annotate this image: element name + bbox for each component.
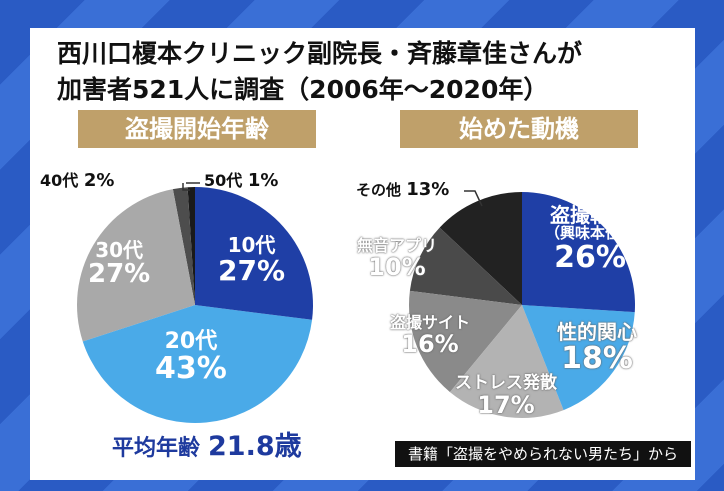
pie-slice-1-3 bbox=[409, 290, 522, 393]
slice-label-40s: 40代 2% bbox=[40, 170, 115, 191]
pie-slice-0-3 bbox=[172, 187, 195, 305]
pie-slice-1-4 bbox=[409, 227, 522, 305]
slice-label-10s: 10代 27% bbox=[218, 233, 286, 287]
age-chart-title: 盗撮開始年齢 bbox=[78, 110, 316, 148]
leader-line-40s bbox=[182, 183, 190, 191]
motive-chart-title: 始めた動機 bbox=[400, 110, 638, 148]
pie-slice-1-1 bbox=[522, 305, 635, 411]
slice-label-50s: 50代 1% bbox=[204, 170, 279, 191]
pie-slice-0-2 bbox=[76, 189, 195, 342]
slice-label-voyeur-trivialize: 盗撮軽視 （興味本位） 26% bbox=[545, 203, 636, 275]
pie-slice-1-5 bbox=[439, 192, 522, 305]
slice-label-sexual-interest: 性的関心 18% bbox=[557, 320, 637, 376]
page-title: 西川口榎本クリニック副院長・斉藤章佳さんが 加害者521人に調査（2006年〜2… bbox=[57, 36, 582, 108]
average-age: 平均年齢 21.8歳 bbox=[112, 431, 302, 462]
slice-label-other: その他 13% bbox=[356, 179, 450, 200]
leader-line-other bbox=[464, 190, 483, 207]
pie-slice-0-0 bbox=[195, 187, 314, 320]
slice-label-silent-app: 無音アプリ 10% bbox=[357, 236, 438, 281]
slice-label-20s: 20代 43% bbox=[155, 329, 227, 387]
pie-slice-0-4 bbox=[187, 187, 195, 305]
title-line-2: 加害者521人に調査（2006年〜2020年） bbox=[57, 75, 549, 104]
title-line-1: 西川口榎本クリニック副院長・斉藤章佳さんが bbox=[57, 39, 583, 68]
slice-label-30s: 30代 27% bbox=[88, 238, 151, 289]
source-note: 書籍「盗撮をやめられない男たち」から bbox=[395, 441, 691, 467]
slice-label-stress: ストレス発散 17% bbox=[455, 373, 557, 419]
slice-label-voyeur-sites: 盗撮サイト 16% bbox=[390, 313, 471, 358]
pie-slice-1-0 bbox=[522, 192, 636, 313]
pie-slice-0-1 bbox=[82, 305, 313, 424]
pie-slice-1-2 bbox=[449, 305, 564, 418]
